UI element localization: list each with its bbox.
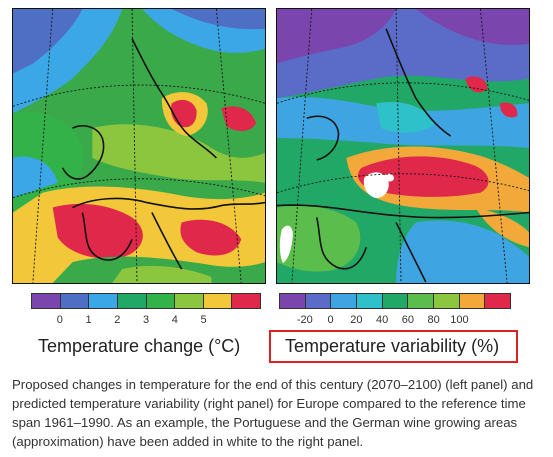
temperature-change-swatch bbox=[60, 294, 90, 308]
temperature-change-tick-label: 3 bbox=[142, 314, 150, 326]
temperature-variability-map bbox=[276, 8, 530, 284]
temperature-change-ticks: 0 1 2 3 4 5 bbox=[31, 314, 261, 328]
temperature-change-tick-label: 4 bbox=[171, 314, 178, 326]
temperature-change-swatch bbox=[89, 294, 118, 308]
temperature-change-swatch bbox=[203, 294, 233, 308]
temperature-change-swatch bbox=[117, 294, 147, 308]
temperature-change-swatch bbox=[32, 294, 61, 308]
temperature-change-tick-label: 1 bbox=[85, 314, 92, 326]
temperature-variability-tick-label: 100 bbox=[450, 314, 469, 326]
temperature-variability-tick-label: 60 bbox=[401, 314, 414, 326]
temperature-variability-tick-label: -20 bbox=[296, 314, 313, 326]
temperature-variability-swatch bbox=[434, 294, 460, 308]
temperature-variability-colorbar bbox=[279, 293, 511, 309]
temperature-variability-swatch bbox=[459, 294, 486, 308]
temperature-change-swatch bbox=[232, 294, 260, 308]
temperature-change-tick-label: 2 bbox=[114, 314, 121, 326]
temperature-change-swatch bbox=[175, 294, 204, 308]
temperature-change-legend-title: Temperature change (°C) bbox=[38, 336, 241, 356]
temperature-change-swatch bbox=[146, 294, 176, 308]
temperature-change-tick-label: 5 bbox=[200, 314, 207, 326]
temperature-variability-tick-label: 40 bbox=[375, 314, 389, 326]
figure-caption: Proposed changes in temperature for the … bbox=[12, 375, 547, 451]
temperature-variability-legend-title: Temperature variability (%) bbox=[285, 336, 500, 356]
temperature-variability-swatch bbox=[305, 294, 332, 308]
temperature-variability-legend-box bbox=[269, 330, 518, 363]
temperature-variability-tick-label: 20 bbox=[350, 314, 363, 326]
temperature-variability-ticks: -20 0 20 40 60 80 100 bbox=[279, 314, 511, 328]
temperature-variability-tick-label: 0 bbox=[327, 314, 334, 326]
caption-text: Proposed changes in temperature for the … bbox=[12, 377, 534, 449]
temperature-variability-tick-label: 80 bbox=[427, 314, 440, 326]
temperature-change-tick-label: 0 bbox=[56, 314, 63, 326]
temperature-change-map bbox=[12, 8, 266, 284]
temperature-variability-swatch bbox=[357, 294, 383, 308]
temperature-variability-swatch bbox=[408, 294, 435, 308]
temperature-variability-swatch bbox=[382, 294, 409, 308]
temperature-variability-swatch bbox=[485, 294, 511, 308]
temperature-variability-swatch bbox=[331, 294, 358, 308]
temperature-change-colorbar bbox=[31, 293, 261, 309]
temperature-variability-swatch bbox=[280, 294, 306, 308]
